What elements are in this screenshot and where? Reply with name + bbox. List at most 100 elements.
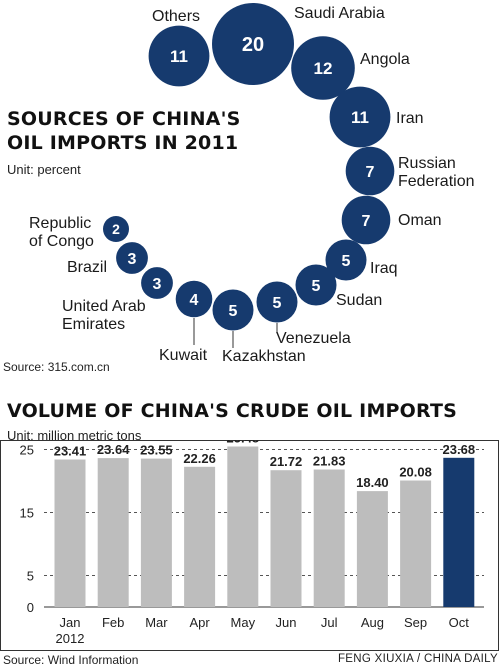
bar-sep [400,480,432,607]
volume-source: Source: Wind Information [3,653,139,667]
x-tick-label-feb: Feb [102,615,124,630]
bubble-circle-venezuela [256,281,298,323]
bar-value-label-aug: 18.40 [356,475,389,490]
bubble-iraq: 5 Iraq [325,239,398,281]
y-tick-0: 0 [27,600,34,615]
bubble-value-kuwait: 4 [190,292,199,309]
bar-apr [184,466,216,607]
sources-bubble-chart: 20 Saudi Arabia 12 Angola 11 Iran 7 RussianFede… [29,3,475,365]
sources-title: SOURCES OF CHINA'S OIL IMPORTS IN 2011 [7,107,240,155]
bubble-label-kazakhstan: Kazakhstan [222,348,306,365]
bar-value-label-jul: 21.83 [313,453,346,468]
x-tick-label-jun: Jun [276,615,297,630]
y-tick-15: 15 [20,506,34,521]
bubble-label-kuwait: Kuwait [159,347,208,364]
x-tick-label-jan-2012-2: 2012 [56,631,85,646]
bar-value-label-oct: 23.68 [443,442,476,457]
bubble-circle-russian-federation [345,146,395,196]
bubble-value-venezuela: 5 [273,295,282,312]
bubble-label-oman: Oman [398,212,442,229]
bar-value-label-may: 25.48 [227,440,260,445]
bubble-value-others: 11 [170,47,188,66]
bubble-label-iran: Iran [396,110,424,127]
bubble-iran: 11 Iran [329,86,424,148]
bubble-value-saudi-arabia: 20 [242,34,264,56]
bar-value-label-jan-2012: 23.41 [54,444,87,459]
sources-title-line2: OIL IMPORTS IN 2011 [7,132,239,154]
bar-aug [356,491,388,607]
bubble-label-saudi-arabia: Saudi Arabia [294,5,385,22]
bubble-circle-iraq [325,239,367,281]
bubble-label-republic-of-congo-2: of Congo [29,233,94,250]
x-tick-label-mar: Mar [145,615,168,630]
bubble-value-kazakhstan: 5 [229,303,238,320]
bubble-label-united-arab-emirates-2: Emirates [62,316,125,333]
bubble-value-brazil: 3 [128,251,137,268]
bubble-label-republic-of-congo-1: Republic [29,215,91,232]
bubble-circle-united-arab-emirates [141,267,173,299]
bubble-label-iraq: Iraq [370,260,398,277]
x-tick-label-apr: Apr [189,615,210,630]
x-tick-label-jan-2012-1: Jan [60,615,81,630]
volume-unit: Unit: million metric tons [7,428,142,443]
bar-feb [97,458,129,607]
bubble-value-iraq: 5 [342,253,351,270]
bubble-value-oman: 7 [362,213,371,230]
sources-title-line1: SOURCES OF CHINA'S [7,108,241,130]
bar-jan-2012 [54,459,86,607]
bubble-circle-kuwait [175,280,213,318]
bubble-kuwait: 4 Kuwait [159,280,213,364]
x-tick-label-aug: Aug [361,615,384,630]
bubble-circle-saudi-arabia [212,3,294,85]
bar-may [227,446,259,607]
sources-source: Source: 315.com.cn [3,360,110,374]
bar-value-label-mar: 23.55 [140,443,173,458]
bubble-circle-oman [341,195,391,245]
bubble-circle-brazil [116,242,148,274]
bubble-kazakhstan: 5 Kazakhstan [212,289,306,365]
bubble-others: 11 Others [148,8,210,87]
bubble-circle-iran [329,86,391,148]
bar-mar [140,458,172,607]
bubble-circle-republic-of-congo [103,216,129,242]
bubble-label-russian-federation-2: Federation [398,173,475,190]
x-tick-label-oct: Oct [449,615,470,630]
bubble-label-sudan: Sudan [336,292,382,309]
bar-oct [443,457,475,607]
bar-jul [313,469,345,607]
bubble-label-angola: Angola [360,51,410,68]
bubble-angola: 12 Angola [291,36,410,100]
bubble-value-angola: 12 [314,59,333,78]
x-tick-label-may: May [231,615,256,630]
bar-value-label-apr: 22.26 [183,451,216,466]
bar-value-label-sep: 20.08 [399,464,432,479]
bubble-label-russian-federation-1: Russian [398,155,456,172]
bar-value-label-jun: 21.72 [270,454,303,469]
bubble-circle-angola [291,36,355,100]
bubble-value-iran: 11 [351,108,369,127]
bubble-value-sudan: 5 [312,278,321,295]
volume-title: VOLUME OF CHINA'S CRUDE OIL IMPORTS [7,400,458,422]
bar-chart-frame [0,440,499,651]
bubble-circle-kazakhstan [212,289,254,331]
sources-unit: Unit: percent [7,162,81,177]
bubble-circle-others [148,25,210,87]
bubble-label-united-arab-emirates-1: United Arab [62,298,146,315]
bubble-venezuela: 5 Venezuela [256,281,351,347]
bubble-sudan: 5 Sudan [295,264,382,309]
bubble-label-brazil: Brazil [67,259,107,276]
bubble-oman: 7 Oman [341,195,442,245]
bubble-saudi-arabia: 20 Saudi Arabia [212,3,385,85]
bubble-label-venezuela: Venezuela [276,330,351,347]
y-tick-5: 5 [27,569,34,584]
x-tick-label-jul: Jul [321,615,338,630]
bar-value-label-feb: 23.64 [97,442,130,457]
credit: FENG XIUXIA / CHINA DAILY [337,653,498,665]
bar-jun [270,470,302,607]
bubble-brazil: 3 Brazil [67,242,148,276]
bubble-value-united-arab-emirates: 3 [153,276,162,293]
